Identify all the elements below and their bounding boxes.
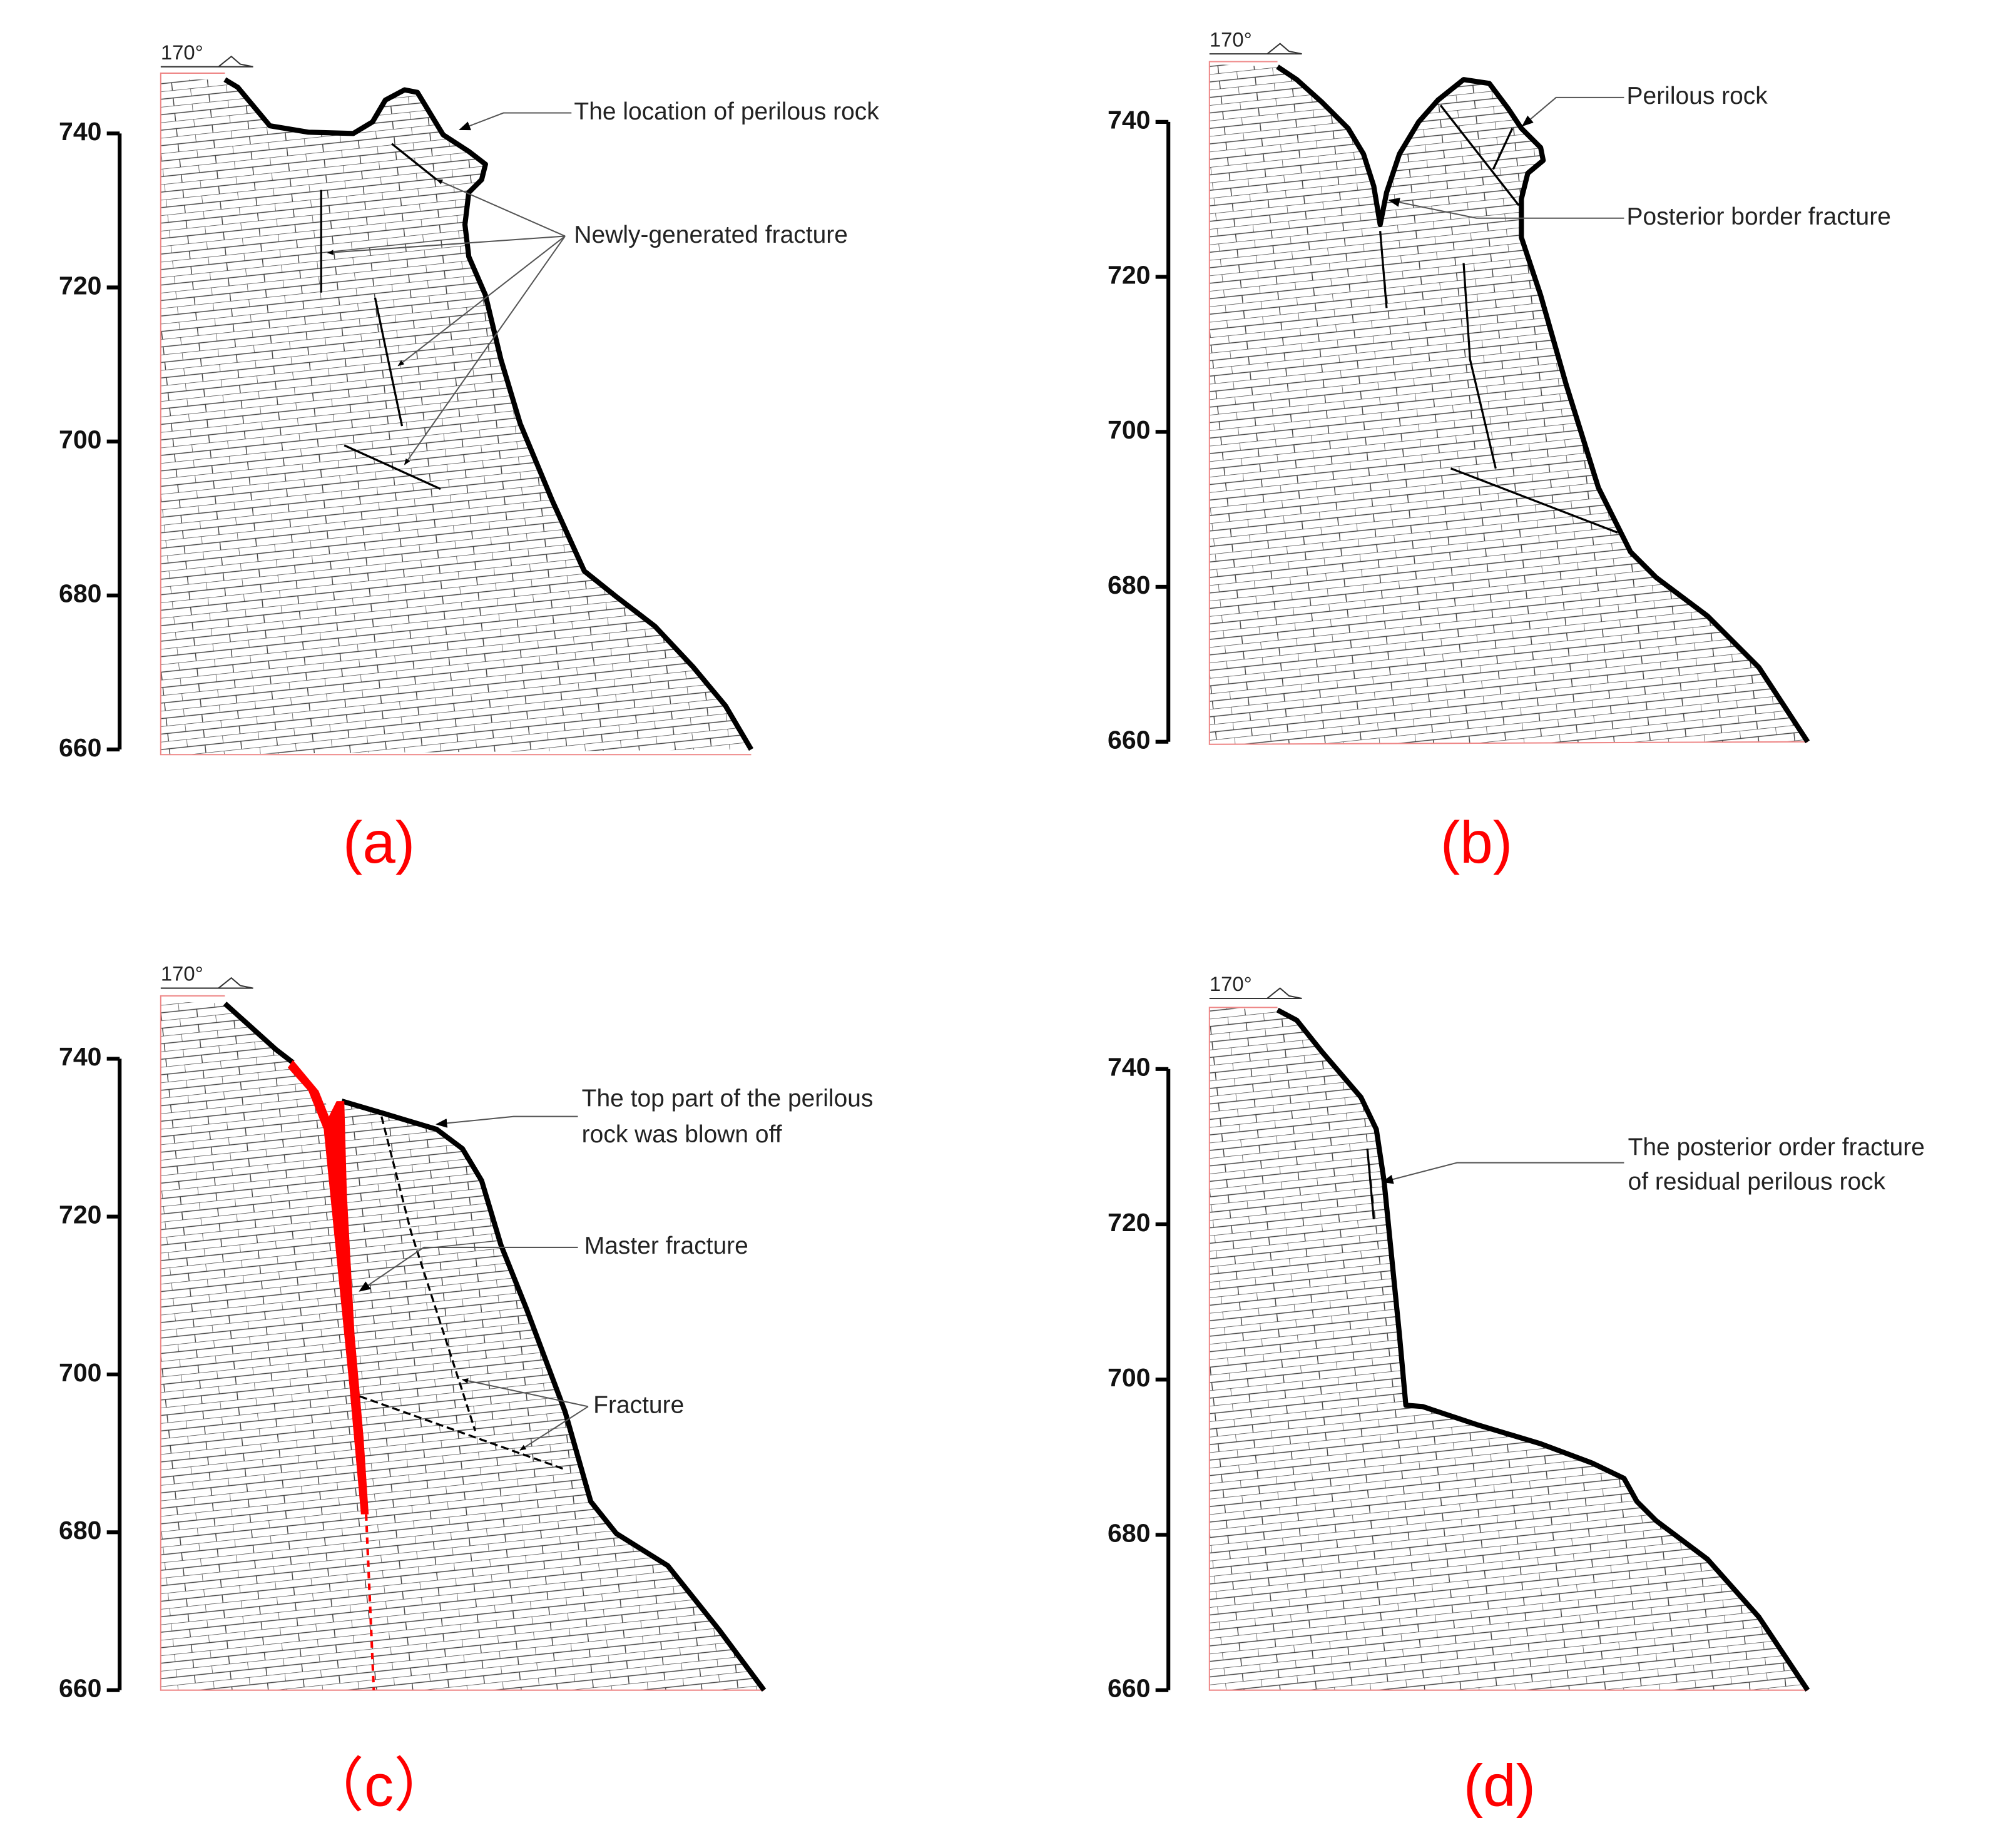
annotation: rock was blown off — [582, 1121, 782, 1148]
leader — [1521, 96, 1624, 127]
tick-label: 720 — [1108, 1208, 1150, 1237]
leader — [1381, 1162, 1624, 1184]
tick-label: 660 — [59, 1674, 101, 1703]
panel-label: (d) — [1464, 1753, 1536, 1819]
fracture — [1366, 1148, 1375, 1219]
tick-label: 660 — [1108, 726, 1150, 754]
orientation-label: 170° — [1210, 972, 1252, 995]
slope-profile — [223, 77, 754, 751]
leader — [404, 235, 566, 465]
tick-label: 720 — [1108, 260, 1150, 289]
tick-label: 740 — [1108, 1053, 1150, 1082]
annotation: The top part of the perilous — [582, 1085, 874, 1112]
slope-profile — [223, 1002, 767, 1692]
orientation-symbol — [160, 55, 253, 68]
tick-label: 680 — [1108, 1518, 1150, 1547]
rock-body — [160, 1001, 764, 1690]
leader — [359, 1246, 578, 1292]
tick-label: 740 — [59, 1042, 101, 1071]
panel-c: The top part of the perilous rock was bl… — [59, 962, 873, 1819]
tick-label: 680 — [59, 1516, 101, 1545]
tick-label: 700 — [1108, 415, 1150, 444]
panel-a: The location of perilous rock Newly-gene… — [59, 41, 879, 875]
fracture — [1379, 104, 1618, 534]
leader — [459, 112, 572, 131]
panel-b: Perilous rock Posterior border fracture … — [1108, 28, 1891, 875]
rock-body — [1209, 64, 1808, 744]
rock-body — [1209, 1007, 1808, 1690]
leader — [436, 1115, 578, 1128]
tick-label: 660 — [59, 733, 101, 762]
orientation-symbol — [1209, 987, 1302, 1000]
annotation: of residual perilous rock — [1628, 1169, 1886, 1196]
tick-label: 740 — [59, 117, 101, 146]
orientation-label: 170° — [1210, 28, 1252, 51]
leader — [397, 235, 566, 367]
leader — [436, 179, 566, 237]
panel-label: (a) — [343, 810, 415, 875]
annotation: Perilous rock — [1627, 83, 1768, 109]
tick-label: 680 — [1108, 571, 1150, 599]
annotation: Master fracture — [584, 1232, 748, 1259]
fracture — [320, 143, 441, 490]
annotation: Newly-generated fracture — [574, 221, 848, 248]
master-fracture-extension — [365, 1514, 375, 1690]
slope-profile — [1276, 1007, 1810, 1692]
orientation-symbol — [160, 977, 253, 989]
orientation-symbol — [1209, 43, 1302, 55]
tick-label: 680 — [59, 579, 101, 608]
tick-label: 700 — [1108, 1363, 1150, 1392]
tick-label: 700 — [59, 425, 101, 454]
panel-d: The posterior order fracture of residual… — [1108, 972, 1925, 1818]
annotation: Posterior border fracture — [1627, 203, 1891, 230]
tick-label: 720 — [59, 271, 101, 300]
orientation-label: 170° — [161, 41, 203, 64]
annotation: The location of perilous rock — [574, 98, 879, 125]
rock-body — [160, 79, 752, 755]
fracture — [359, 1116, 566, 1471]
tick-label: 700 — [59, 1358, 101, 1387]
leader — [519, 1406, 589, 1451]
tick-label: 740 — [1108, 106, 1150, 135]
master-fracture — [287, 1060, 369, 1515]
slope-profile — [1276, 64, 1810, 743]
panel-label: （c） — [305, 1753, 453, 1819]
tick-label: 720 — [59, 1201, 101, 1229]
annotation: The posterior order fracture — [1628, 1134, 1925, 1160]
tick-label: 660 — [1108, 1674, 1150, 1703]
panel-label: (b) — [1440, 810, 1512, 875]
annotation: Fracture — [593, 1392, 684, 1419]
leader — [327, 235, 566, 255]
orientation-label: 170° — [161, 962, 203, 985]
leader — [461, 1378, 589, 1408]
leader — [1388, 198, 1624, 219]
